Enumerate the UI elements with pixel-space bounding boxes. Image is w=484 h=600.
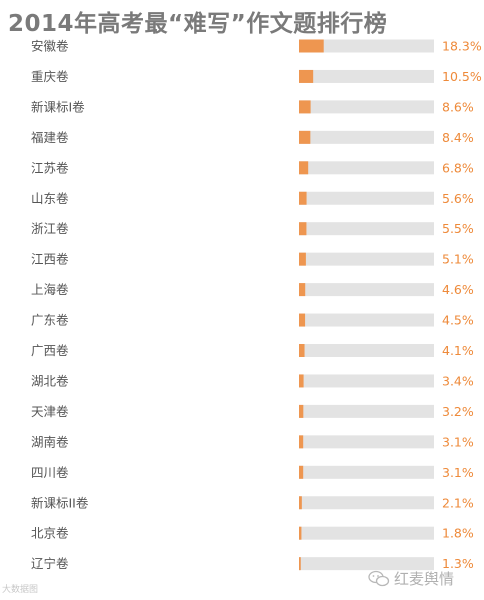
bar-track (299, 496, 434, 510)
category-label: 四川卷 (31, 465, 69, 480)
bar-track (299, 374, 434, 388)
bar-track (299, 39, 434, 53)
category-label: 安徽卷 (31, 39, 69, 54)
category-label: 湖北卷 (31, 373, 69, 388)
bar (299, 496, 302, 510)
bar (299, 404, 304, 418)
category-label: 新课标I卷 (31, 99, 85, 114)
bar-track (299, 191, 434, 205)
bar-track (299, 404, 434, 418)
category-label: 江西卷 (31, 252, 69, 267)
watermark-right-label: 红麦舆情 (394, 570, 455, 588)
value-label: 3.4% (442, 373, 474, 388)
value-label: 5.1% (442, 252, 474, 267)
value-label: 2.1% (442, 495, 474, 510)
bar (299, 374, 304, 388)
value-label: 3.2% (442, 404, 474, 419)
bar (299, 344, 305, 357)
category-label: 福建卷 (31, 130, 69, 145)
value-label: 18.3% (442, 39, 482, 54)
category-label: 广西卷 (31, 343, 69, 358)
watermark-right: 红麦舆情 (368, 568, 454, 589)
chart-title: 2014年高考最“难写”作文题排行榜 (8, 11, 388, 37)
value-label: 5.5% (442, 221, 474, 236)
bar-track (299, 435, 434, 449)
category-label: 上海卷 (31, 282, 69, 297)
value-label: 4.1% (442, 343, 474, 358)
bar-track (299, 313, 434, 327)
bar-track (299, 222, 434, 236)
bar (299, 130, 311, 144)
bar-track (299, 161, 434, 175)
category-label: 广东卷 (31, 313, 69, 328)
category-label: 辽宁卷 (31, 556, 69, 571)
bar-track (299, 526, 434, 540)
bar (299, 465, 304, 479)
bar (299, 222, 307, 236)
bar-track (299, 344, 434, 357)
value-label: 4.5% (442, 313, 474, 328)
bar-track (299, 557, 434, 571)
value-label: 10.5% (442, 69, 482, 84)
bar (299, 313, 306, 327)
bar (299, 69, 314, 83)
bar-track (299, 100, 434, 114)
bar (299, 435, 304, 449)
bar (299, 252, 306, 266)
category-label: 江苏卷 (31, 160, 69, 175)
value-label: 8.6% (442, 99, 474, 114)
value-label: 4.6% (442, 282, 474, 297)
bar (299, 526, 302, 540)
value-label: 8.4% (442, 130, 474, 145)
value-label: 6.8% (442, 160, 474, 175)
bar (299, 557, 301, 571)
bar-track (299, 465, 434, 479)
value-label: 5.6% (442, 191, 474, 206)
value-label: 1.3% (442, 556, 474, 571)
bar (299, 191, 307, 205)
bar (299, 100, 311, 114)
value-label: 1.8% (442, 526, 474, 541)
bar (299, 161, 309, 175)
category-label: 湖南卷 (31, 434, 69, 449)
category-label: 新课标II卷 (31, 495, 89, 510)
bar-track (299, 69, 434, 83)
category-label: 山东卷 (31, 191, 69, 206)
watermark-left: 大数据图 (2, 585, 39, 595)
value-label: 3.1% (442, 465, 474, 480)
bar (299, 39, 324, 53)
bar (299, 283, 306, 297)
bar-track (299, 130, 434, 144)
bar-track (299, 283, 434, 297)
category-label: 浙江卷 (31, 221, 69, 236)
category-label: 天津卷 (31, 404, 69, 419)
bar-track (299, 252, 434, 266)
value-label: 3.1% (442, 434, 474, 449)
category-label: 北京卷 (31, 526, 69, 541)
wechat-icon (368, 570, 390, 586)
category-label: 重庆卷 (31, 69, 69, 84)
